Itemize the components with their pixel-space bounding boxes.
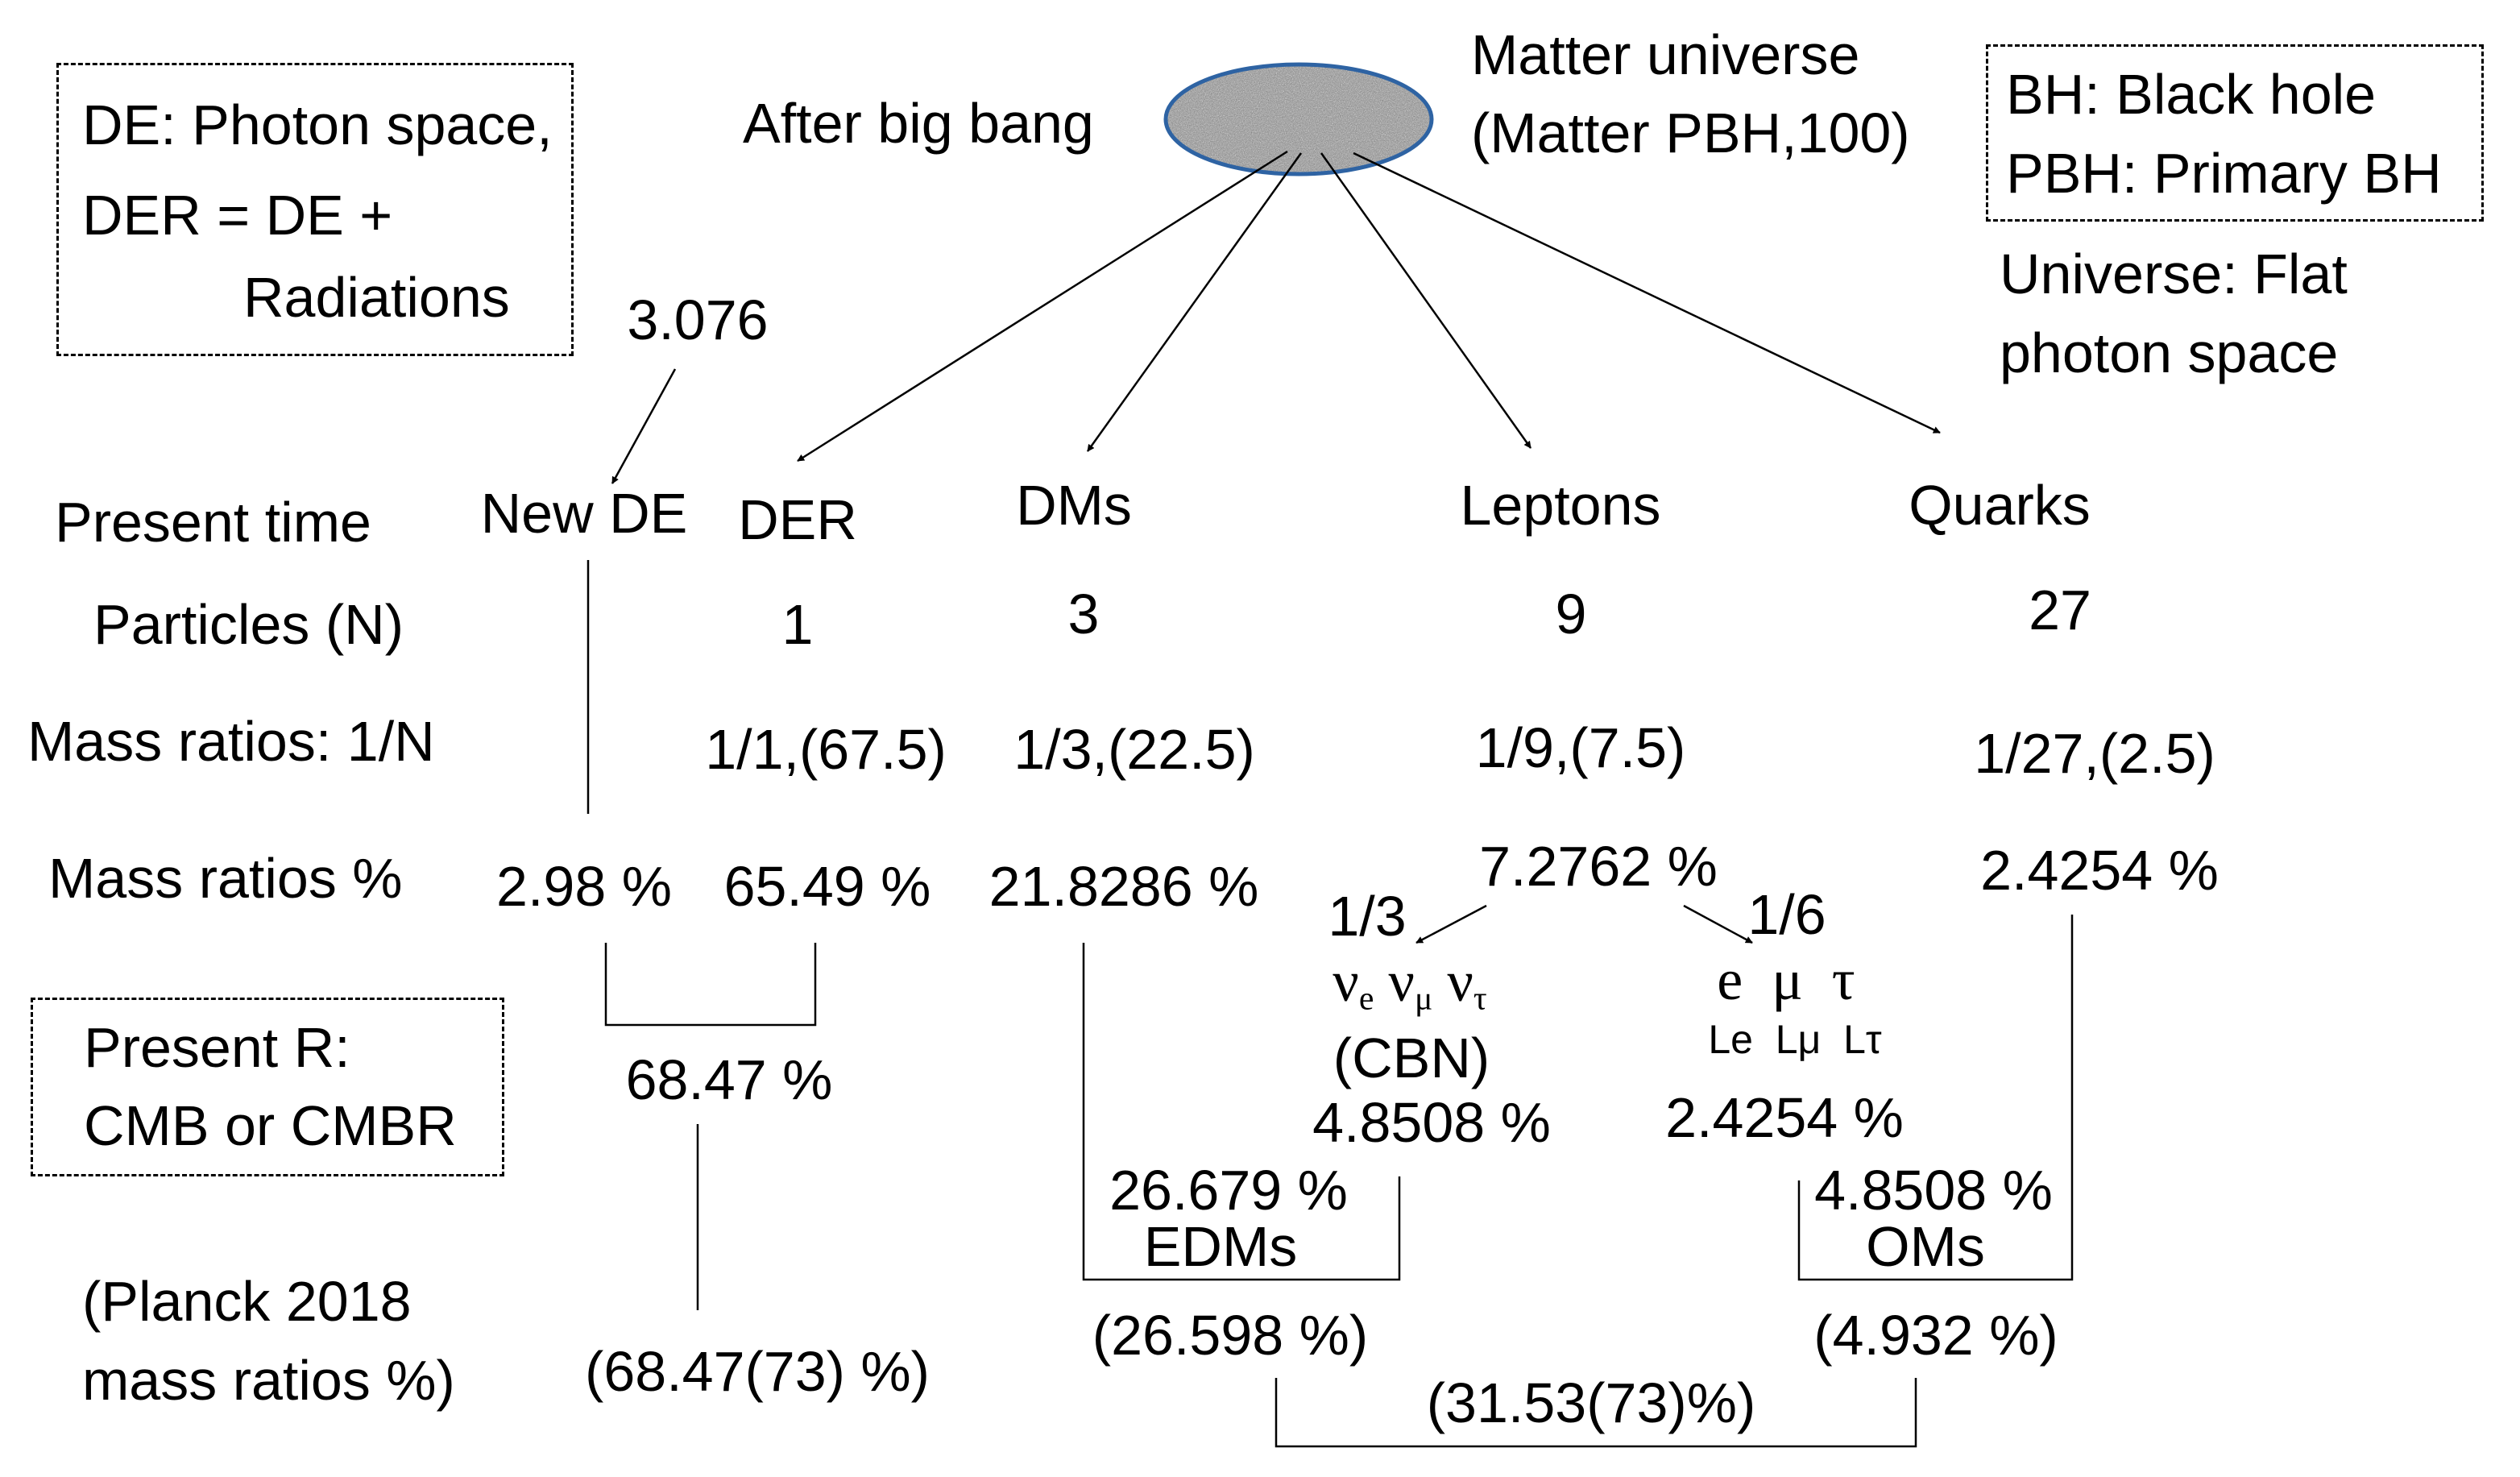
legend-box-left [56,63,574,356]
arrow-to-der [797,150,1288,463]
neutrino-symbols: νe νμ ντ [1333,949,1487,1018]
ratio-der: 1/1,(67.5) [705,718,947,781]
universe-note-line2: photon space [2000,322,2339,384]
planck-matter: (31.53(73)%) [1426,1371,1756,1434]
matter-universe-ellipse [1163,62,1434,176]
row-label-particles: Particles (N) [93,593,404,656]
arrow-to-new-de [611,368,677,484]
neutrino-pct: 4.8508 % [1312,1091,1551,1154]
present-r-box [31,998,504,1176]
pct-dms: 21.8286 % [989,855,1259,918]
legend-radiations: Radiations [243,266,510,329]
n-der: 1 [781,593,814,656]
matter-bracket [1275,1378,1917,1448]
charged-lepton-symbols: e μ τ [1717,948,1855,1012]
n-quarks: 27 [2029,579,2091,641]
edm-value: 26.679 % [1109,1159,1348,1222]
col-dms: DMs [1016,474,1132,537]
row-label-planck-2: mass ratios %) [82,1349,455,1412]
after-big-bang-label: After big bang [743,92,1094,155]
universe-note-line1: Universe: Flat [2000,243,2348,305]
pct-quarks: 2.4254 % [1980,839,2219,902]
ratio-dms: 1/3,(22.5) [1013,718,1255,781]
arrow-to-quarks [1353,151,1941,434]
cbn-label: (CBN) [1333,1027,1490,1089]
edm-label: EDMs [1143,1215,1298,1278]
arrow-to-charged-leptons [1683,904,1753,944]
ratio-leptons: 1/9,(7.5) [1475,716,1686,779]
cmb-label: CMB or CMBR [84,1094,457,1157]
planck-om: (4.932 %) [1813,1304,2058,1367]
row-label-mass-ratios-pct: Mass ratios % [48,847,403,910]
legend-pbh: PBH: Primary BH [2006,142,2442,205]
legend-bh: BH: Black hole [2006,63,2377,126]
de-der-bracket [604,943,817,1027]
charged-lepton-fraction: 1/6 [1747,883,1826,946]
charged-lepton-pct: 2.4254 % [1665,1086,1904,1149]
planck-de: (68.47(73) %) [585,1340,930,1403]
pct-leptons: 7.2762 % [1479,835,1718,898]
neutrino-fraction: 1/3 [1328,885,1407,948]
connector-lines [586,560,2074,1448]
planck-dm: (26.598 %) [1092,1304,1369,1367]
col-der: DER [738,488,857,551]
big-bang-arrows [611,150,1941,944]
col-leptons: Leptons [1460,474,1661,537]
value-3076: 3.076 [627,288,769,351]
om-value: 4.8508 % [1814,1159,2053,1222]
om-bracket [1797,915,2074,1281]
arrow-to-dms [1086,152,1303,452]
col-quarks: Quarks [1909,474,2091,537]
ratio-quarks: 1/27,(2.5) [1974,722,2215,785]
row-label-present-time: Present time [55,491,371,554]
arrow-to-neutrinos [1415,904,1487,944]
legend-der-definition: DER = DE + [82,184,393,247]
legend-de-photon-space: DE: Photon space, [82,93,553,156]
matter-pbh-label: (Matter PBH,100) [1471,102,1910,164]
de-der-sum: 68.47 % [625,1048,833,1111]
arrow-to-leptons [1320,152,1532,449]
om-label: OMs [1866,1215,1985,1278]
row-label-planck-1: (Planck 2018 [82,1270,412,1333]
n-leptons: 9 [1555,583,1587,645]
matter-universe-label: Matter universe [1471,23,1860,86]
col-new-de: New DE [480,482,688,545]
charged-lepton-labels: Le Lμ Lτ [1708,1017,1882,1062]
row-label-mass-ratios-1n: Mass ratios: 1/N [27,710,435,773]
edm-bracket [1082,943,1401,1281]
pct-new-de: 2.98 % [496,855,672,918]
pct-der: 65.49 % [723,855,931,918]
present-r-label: Present R: [84,1016,350,1079]
n-dms: 3 [1067,583,1100,645]
legend-box-right [1986,44,2484,222]
